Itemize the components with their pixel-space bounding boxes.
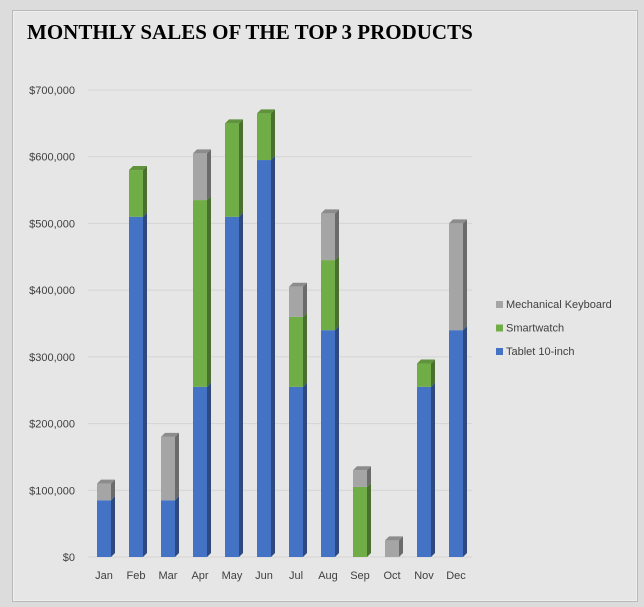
bar-smartwatch (193, 200, 207, 387)
bar-side-tablet-10-inch (271, 156, 275, 558)
bar-top-smartwatch (129, 166, 147, 171)
bar-mechanical-keyboard (321, 213, 335, 261)
legend-label: Mechanical Keyboard (506, 299, 612, 311)
x-tick-label: Dec (446, 570, 466, 582)
bar-side-smartwatch (239, 119, 243, 217)
bar-side-mechanical-keyboard (111, 479, 115, 501)
bar-smartwatch (129, 170, 143, 217)
bar-side-mechanical-keyboard (463, 219, 467, 331)
bar-side-smartwatch (367, 482, 371, 557)
x-tick-label: Nov (414, 570, 434, 582)
bar-top-mechanical-keyboard (161, 432, 179, 437)
bar-top-mechanical-keyboard (385, 536, 403, 541)
bar-smartwatch (417, 363, 431, 387)
bar-side-tablet-10-inch (335, 326, 339, 557)
bar-side-mechanical-keyboard (175, 432, 179, 501)
bar-side-mechanical-keyboard (399, 536, 403, 557)
x-tick-label: Aug (318, 570, 338, 582)
bar-smartwatch (321, 260, 335, 331)
bar-side-tablet-10-inch (239, 212, 243, 557)
bar-smartwatch (257, 113, 271, 161)
x-tick-label: Oct (383, 570, 400, 582)
bar-tablet-10-inch (417, 386, 431, 557)
y-tick-label: $600,000 (29, 152, 75, 164)
bar-tablet-10-inch (129, 216, 143, 557)
legend-swatch (496, 348, 503, 355)
bars (97, 109, 467, 558)
y-tick-label: $300,000 (29, 352, 75, 364)
x-tick-label: Jun (255, 570, 273, 582)
bar-side-smartwatch (303, 312, 307, 387)
bar-top-mechanical-keyboard (289, 282, 307, 287)
y-tick-label: $100,000 (29, 485, 75, 497)
y-axis-ticks: $0 $100,000 $200,000 $300,000 $400,000 $500,0… (29, 85, 75, 564)
bar-tablet-10-inch (193, 386, 207, 557)
bar-side-smartwatch (431, 359, 435, 387)
bar-mechanical-keyboard (289, 286, 303, 317)
bar-smartwatch (289, 316, 303, 387)
bar-side-mechanical-keyboard (303, 282, 307, 317)
y-tick-label: $700,000 (29, 85, 75, 97)
bar-top-mechanical-keyboard (321, 209, 339, 214)
bar-top-mechanical-keyboard (449, 219, 467, 224)
x-tick-label: Feb (127, 570, 146, 582)
x-tick-label: May (222, 570, 243, 582)
y-tick-label: $400,000 (29, 285, 75, 297)
bar-side-mechanical-keyboard (207, 149, 211, 201)
x-axis-ticks: Jan Feb Mar Apr May Jun Jul Aug Sep Oct Nov Dec (95, 570, 466, 582)
chart-title: MONTHLY SALES OF THE TOP 3 PRODUCTS (27, 20, 473, 44)
bar-mechanical-keyboard (449, 223, 463, 331)
legend-label: Smartwatch (506, 323, 564, 335)
bar-tablet-10-inch (225, 216, 239, 557)
x-tick-label: Apr (191, 570, 208, 582)
bar-tablet-10-inch (97, 500, 111, 557)
bar-tablet-10-inch (257, 160, 271, 558)
bar-side-tablet-10-inch (207, 382, 211, 557)
legend-label: Tablet 10-inch (506, 346, 575, 358)
bar-top-mechanical-keyboard (97, 479, 115, 484)
bar-side-tablet-10-inch (303, 382, 307, 557)
gridlines (88, 89, 472, 558)
x-tick-label: Jul (289, 570, 303, 582)
bar-tablet-10-inch (161, 500, 175, 557)
x-tick-label: Mar (159, 570, 178, 582)
bar-mechanical-keyboard (353, 470, 367, 487)
bar-top-mechanical-keyboard (353, 466, 371, 471)
bar-side-tablet-10-inch (111, 496, 115, 557)
bar-side-mechanical-keyboard (367, 466, 371, 487)
bar-side-tablet-10-inch (143, 212, 147, 557)
bar-side-tablet-10-inch (431, 382, 435, 557)
bar-mechanical-keyboard (193, 153, 207, 201)
bar-smartwatch (353, 486, 367, 557)
legend: Mechanical Keyboard Smartwatch Tablet 10-i… (496, 299, 612, 358)
bar-top-smartwatch (417, 359, 435, 364)
bar-smartwatch (225, 123, 239, 217)
bar-top-smartwatch (257, 109, 275, 114)
bar-side-smartwatch (335, 256, 339, 331)
bar-mechanical-keyboard (97, 483, 111, 501)
y-tick-label: $0 (63, 552, 75, 564)
x-tick-label: Sep (350, 570, 370, 582)
bar-top-mechanical-keyboard (193, 149, 211, 154)
y-tick-label: $200,000 (29, 419, 75, 431)
bar-side-mechanical-keyboard (335, 209, 339, 261)
legend-swatch (496, 324, 503, 332)
bar-top-smartwatch (225, 119, 243, 124)
bar-mechanical-keyboard (385, 540, 399, 557)
legend-swatch (496, 301, 503, 308)
bar-mechanical-keyboard (161, 436, 175, 501)
bar-side-smartwatch (207, 196, 211, 387)
bar-side-smartwatch (271, 109, 275, 161)
bar-tablet-10-inch (321, 330, 335, 557)
bar-tablet-10-inch (289, 386, 303, 557)
bar-side-smartwatch (143, 166, 147, 217)
y-tick-label: $500,000 (29, 218, 75, 230)
x-tick-label: Jan (95, 570, 113, 582)
bar-side-tablet-10-inch (175, 496, 179, 557)
bar-side-tablet-10-inch (463, 326, 467, 557)
bar-tablet-10-inch (449, 330, 463, 557)
